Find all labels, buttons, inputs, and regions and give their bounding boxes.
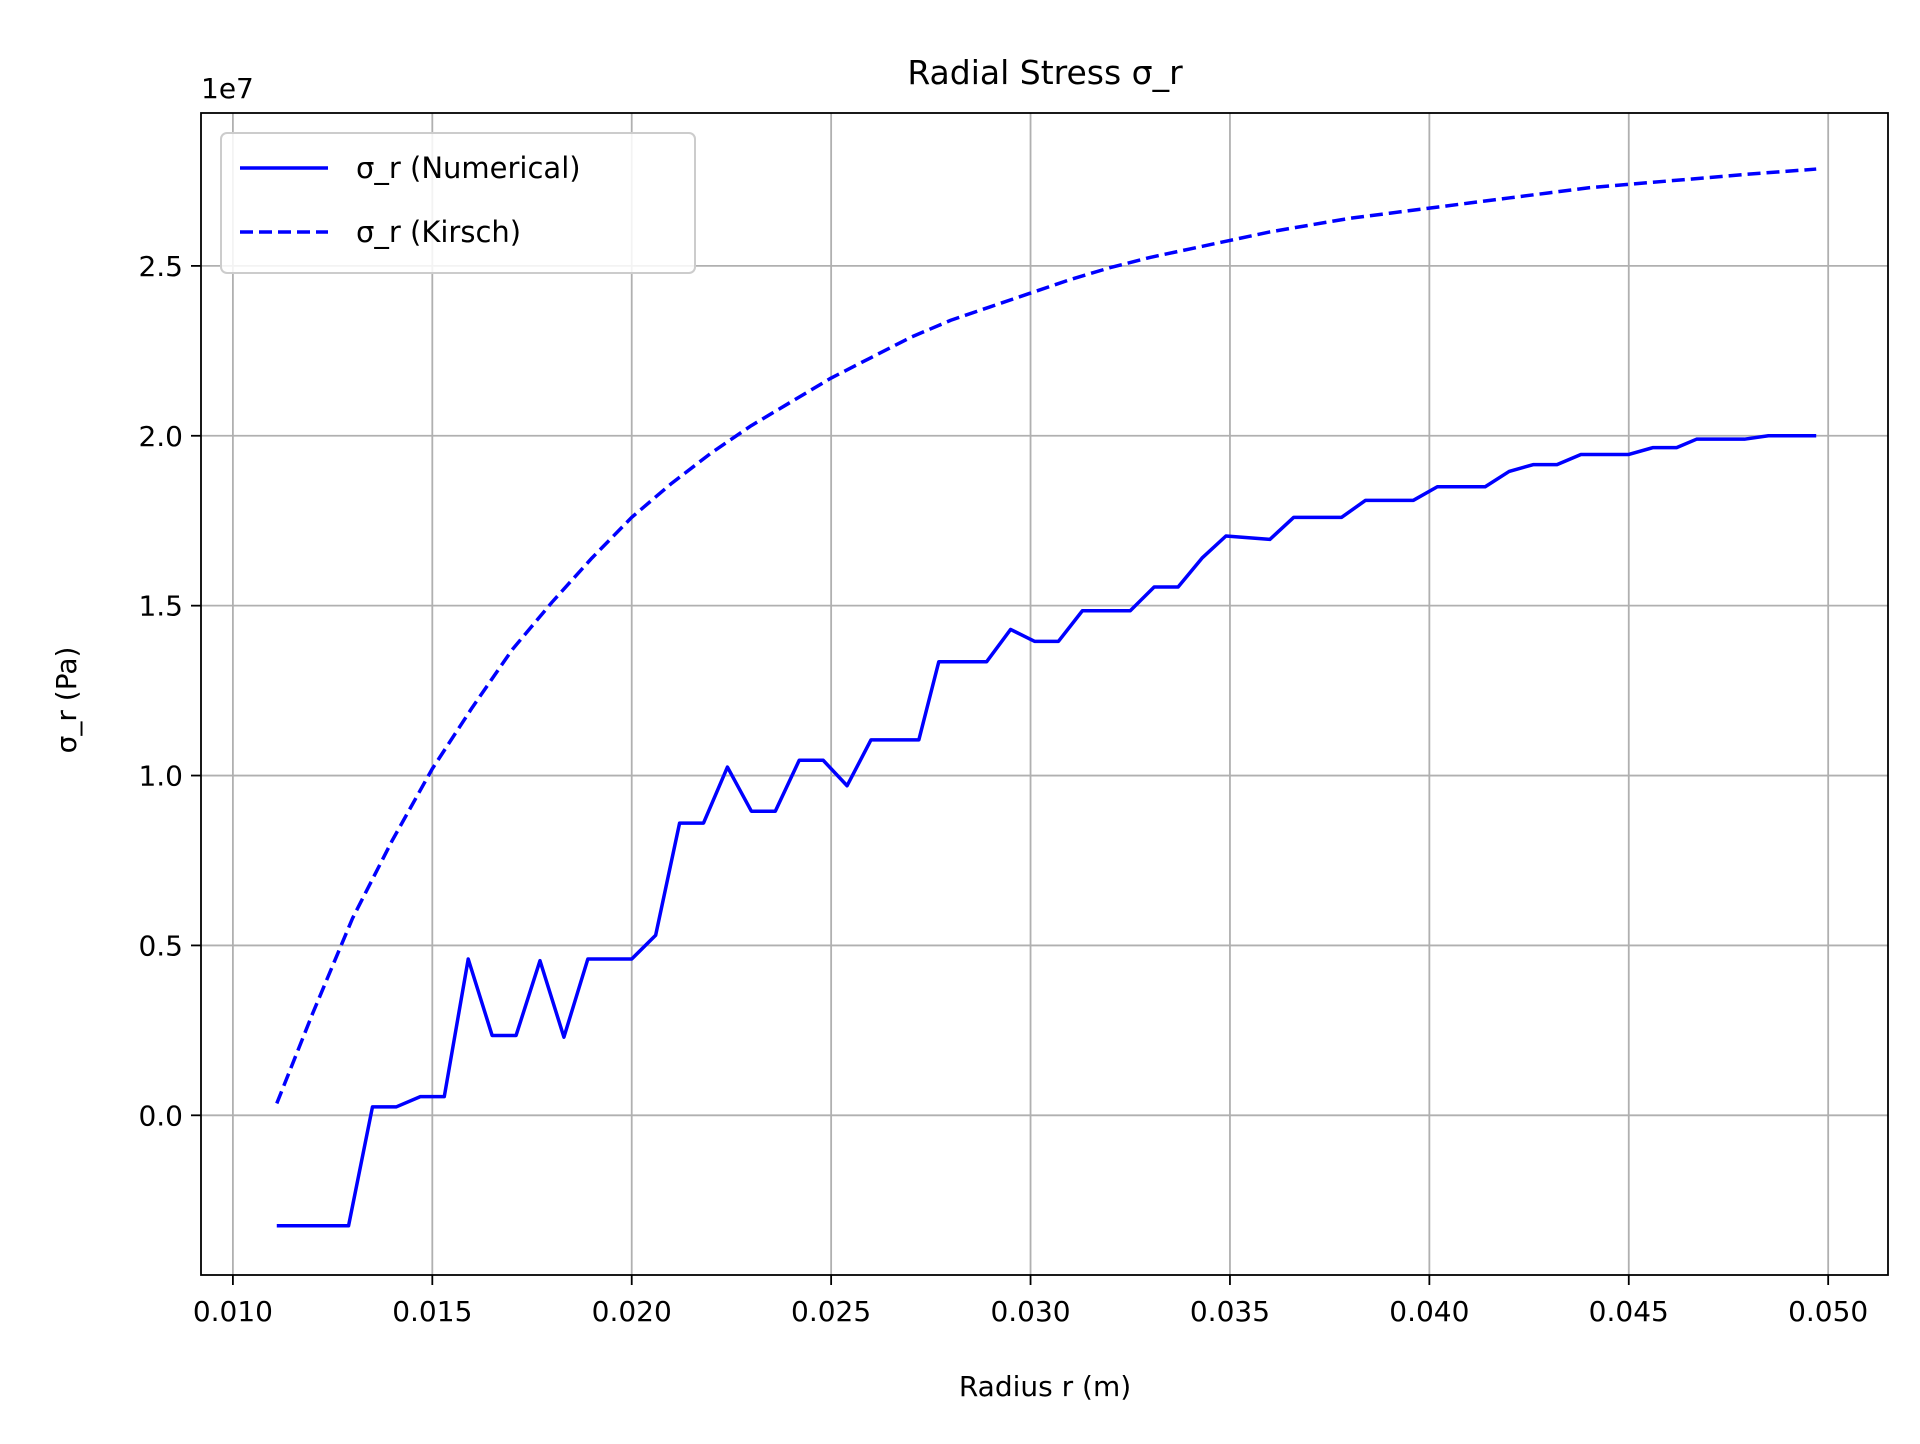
y-tick-label: 2.5 <box>138 250 183 283</box>
y-tick-label: 1.0 <box>138 760 183 793</box>
x-tick-label: 0.025 <box>791 1295 871 1328</box>
x-tick-label: 0.010 <box>193 1295 273 1328</box>
x-tick-label: 0.045 <box>1589 1295 1669 1328</box>
chart-title: Radial Stress σ_r <box>907 53 1183 92</box>
y-tick-label: 1.5 <box>138 590 183 623</box>
legend-label-kirsch: σ_r (Kirsch) <box>356 215 521 249</box>
plot-area-frame <box>200 112 1889 1276</box>
y-tick-label: 0.5 <box>138 929 183 962</box>
x-tick-label: 0.020 <box>592 1295 672 1328</box>
x-tick-label: 0.035 <box>1190 1295 1270 1328</box>
x-tick-label: 0.050 <box>1788 1295 1868 1328</box>
grid-lines <box>201 113 1888 1275</box>
legend: σ_r (Numerical) σ_r (Kirsch) <box>220 132 696 274</box>
legend-label-numerical: σ_r (Numerical) <box>356 151 581 185</box>
y-tick-label: 0.0 <box>138 1099 183 1132</box>
series-line-kirsch <box>275 167 1817 1105</box>
series-line-numerical <box>276 434 1817 1228</box>
x-axis-label: Radius r (m) <box>959 1370 1131 1403</box>
y-axis-offset-label: 1e7 <box>201 72 254 105</box>
y-axis-ticks: 0.0 0.5 1.0 1.5 2.0 2.5 <box>138 250 201 1132</box>
x-tick-label: 0.040 <box>1389 1295 1469 1328</box>
data-series <box>275 167 1817 1228</box>
x-axis-ticks: 0.010 0.015 0.020 0.025 0.030 0.035 0.040 0.045… <box>193 1275 1868 1328</box>
y-tick-label: 2.0 <box>138 420 183 453</box>
x-tick-label: 0.030 <box>990 1295 1070 1328</box>
x-tick-label: 0.015 <box>392 1295 472 1328</box>
y-axis-label: σ_r (Pa) <box>50 647 83 754</box>
legend-box <box>220 132 696 274</box>
